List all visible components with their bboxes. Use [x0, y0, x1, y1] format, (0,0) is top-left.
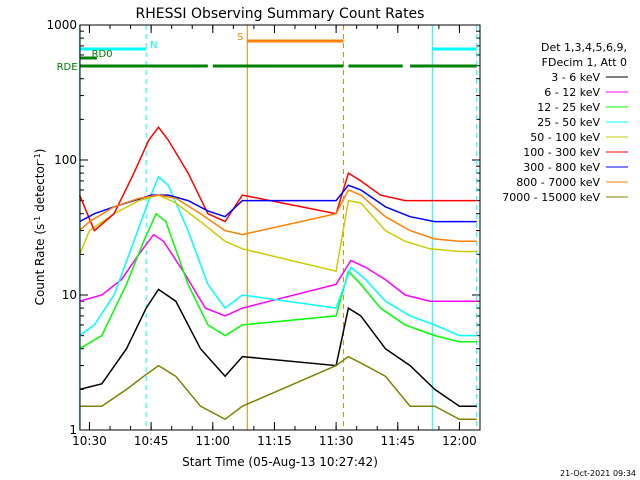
y-axis-label: Count Rate (s-1 detector-1) [33, 149, 48, 306]
x-tick-label: 12:00 [442, 434, 477, 448]
legend-label: 100 - 300 keV [523, 146, 600, 159]
series-line [79, 288, 477, 407]
legend-label: 25 - 50 keV [537, 116, 600, 129]
legend-label: 50 - 100 keV [530, 131, 600, 144]
legend-label: 3 - 6 keV [551, 71, 600, 84]
x-tick-label: 10:30 [72, 434, 107, 448]
x-tick-label: 10:45 [134, 434, 169, 448]
y-tick-label: 1000 [46, 18, 77, 32]
legend-header-1: Det 1,3,4,5,6,9, [541, 41, 627, 54]
y-tick-label: 1 [69, 423, 77, 437]
grid-layer: 1 10 100 1000 10:30 10:45 11:00 11:15 11:30 11:45… [46, 18, 481, 448]
series-line [79, 233, 477, 317]
series-line [79, 184, 477, 223]
legend-label: 6 - 12 keV [544, 86, 600, 99]
x-tick-label: 11:30 [319, 434, 354, 448]
timestamp: 21-Oct-2021 09:34 [560, 469, 636, 478]
flag-label-rde: RDE [57, 62, 78, 73]
flag-label-rd0: RD0 [92, 49, 113, 60]
legend: Det 1,3,4,5,6,9, FDecim 1, Att 0 3 - 6 k… [502, 41, 628, 204]
series-line [79, 188, 477, 243]
legend-header-2: FDecim 1, Att 0 [542, 56, 627, 69]
x-tick-label: 11:15 [257, 434, 292, 448]
x-axis-label: Start Time (05-Aug-13 10:27:42) [182, 455, 378, 469]
series-line [78, 194, 477, 273]
series-line [79, 175, 477, 337]
x-tick-label: 11:00 [195, 434, 230, 448]
legend-label: 800 - 7000 keV [516, 176, 600, 189]
y-tick-label: 10 [62, 288, 77, 302]
flag-label-s: S [237, 32, 243, 43]
series-line [79, 355, 477, 421]
legend-label: 12 - 25 keV [537, 101, 600, 114]
series-line [78, 125, 477, 232]
x-tick-label: 11:45 [380, 434, 415, 448]
series-line [79, 212, 477, 350]
legend-label: 7000 - 15000 keV [502, 191, 600, 204]
chart-title: RHESSI Observing Summary Count Rates [136, 6, 425, 22]
plot-frame [79, 24, 481, 431]
legend-label: 300 - 800 keV [523, 161, 600, 174]
y-tick-label: 100 [54, 153, 77, 167]
flag-label-n: N [150, 40, 157, 51]
